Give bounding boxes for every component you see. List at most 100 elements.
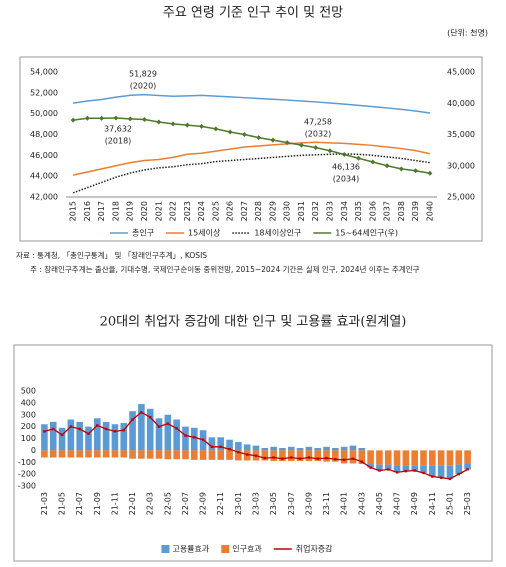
annotation: (2032) (305, 130, 332, 139)
bar-segment (58, 427, 66, 451)
y-tick-label: 46,000 (30, 151, 58, 160)
y-tick-label: 200 (21, 422, 36, 431)
bar-segment (402, 450, 410, 466)
point (84, 115, 90, 121)
y-tick-label: 30,000 (447, 161, 475, 170)
y-tick-label: 48,000 (30, 130, 58, 139)
bar-segment (287, 450, 295, 462)
x-tick-label: 2017 (97, 201, 106, 221)
bar-segment (340, 446, 348, 451)
bar-segment (323, 450, 330, 462)
bar-segment (94, 418, 101, 451)
point (360, 460, 363, 463)
point (370, 159, 376, 165)
point (131, 418, 134, 421)
point (325, 456, 328, 460)
x-tick-label: 2028 (254, 201, 263, 221)
bar-segment (226, 450, 233, 460)
bar-segment (305, 450, 313, 462)
series-line (73, 93, 430, 114)
x-tick-label: 23-01 (234, 492, 243, 515)
x-tick-label: 24-11 (428, 492, 437, 515)
bar-segment (446, 465, 454, 479)
x-tick-label: 22-03 (146, 492, 155, 515)
annotation: 46,136 (332, 163, 360, 172)
x-tick-label: 2026 (226, 201, 235, 221)
x-tick-label: 21-11 (110, 492, 119, 515)
y-tick-label: 0 (31, 446, 36, 455)
bar-segment (182, 426, 189, 451)
point (175, 427, 178, 430)
bar-segment (332, 448, 339, 451)
bar-segment (67, 419, 75, 451)
point (193, 436, 196, 439)
point (228, 447, 231, 451)
point (384, 163, 390, 169)
x-tick-label: 22-07 (181, 492, 190, 515)
x-tick-label: 2024 (197, 201, 206, 221)
point (219, 445, 222, 449)
y-tick-label: 54,000 (30, 68, 58, 77)
x-tick-label: 25-03 (463, 492, 472, 515)
point (199, 123, 205, 129)
bar-segment (49, 450, 57, 458)
bar-segment (384, 450, 392, 465)
point (87, 432, 90, 435)
point (413, 168, 419, 174)
point (413, 469, 416, 472)
point (113, 430, 117, 433)
x-tick-label: 2030 (283, 201, 292, 221)
bar-segment (120, 423, 128, 451)
bar-segment (58, 450, 66, 458)
subtitle: (단위: 천명) (447, 28, 488, 38)
series-line (72, 153, 430, 194)
bar-segment (102, 450, 110, 458)
legend-label: 인구효과 (232, 544, 262, 554)
point (439, 476, 443, 479)
point (256, 135, 262, 141)
bar-segment (41, 450, 48, 458)
x-tick-label: 22-05 (163, 492, 172, 515)
bar-segment (235, 442, 242, 451)
bar-segment (323, 446, 330, 451)
point (254, 454, 258, 457)
x-tick-label: 24-01 (340, 492, 349, 515)
point (466, 468, 469, 471)
bar-segment (217, 450, 225, 460)
x-tick-label: 2034 (340, 201, 349, 221)
point (298, 457, 302, 460)
x-tick-label: 2027 (240, 201, 249, 221)
bar-segment (332, 450, 339, 462)
bar-segment (305, 446, 313, 451)
bar-segment (261, 448, 269, 451)
bar-segment (411, 450, 418, 466)
x-tick-label: 2020 (140, 201, 149, 221)
point (127, 116, 133, 122)
y-tick-label: -300 (18, 482, 36, 491)
point (313, 145, 319, 151)
bar-segment (367, 464, 374, 468)
point (316, 457, 319, 460)
point (149, 415, 152, 419)
x-tick-label: 22-09 (199, 492, 208, 515)
x-tick-label: 2029 (268, 201, 277, 221)
x-tick-label: 2040 (425, 201, 434, 221)
bar-segment (279, 450, 286, 462)
x-tick-label: 2036 (368, 201, 377, 221)
bar-segment (182, 450, 189, 460)
bar-segment (437, 465, 445, 478)
bar-segment (455, 464, 463, 475)
legend-swatch (221, 545, 230, 553)
bar-segment (190, 450, 198, 460)
bar-segment (349, 450, 357, 464)
bar-segment (243, 444, 251, 451)
chart-title: 주요 연령 기준 인구 추이 및 전망 (163, 6, 343, 21)
x-tick-label: 2021 (154, 201, 163, 221)
y-tick-label: -200 (18, 470, 36, 479)
bar-segment (279, 448, 286, 451)
bar-segment (208, 450, 216, 460)
legend-label: 고용률효과 (172, 545, 209, 554)
bar-segment (446, 450, 454, 466)
annotation: 51,829 (129, 70, 157, 79)
bar-segment (340, 450, 348, 464)
